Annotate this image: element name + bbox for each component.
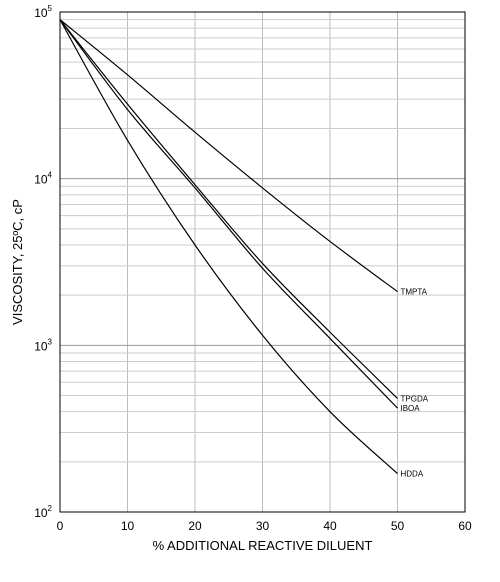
series-line-iboa	[59, 19, 398, 409]
x-tick-label: 0	[57, 519, 64, 533]
series-label-tmpta: TMPTA	[401, 288, 428, 297]
x-tick-label: 20	[188, 519, 202, 533]
series-label-tpgda: TPGDA	[401, 394, 429, 403]
series-line-tmpta	[59, 19, 398, 293]
x-tick-label: 10	[121, 519, 135, 533]
x-tick-labels: 0 10 20 30 40 50 60	[57, 519, 472, 533]
series-label-iboa: IBOA	[401, 404, 421, 413]
y-axis-label: VISCOSITY, 25ºC, cP	[10, 199, 25, 325]
y-tick-label: 105	[34, 4, 52, 20]
x-tick-label: 50	[391, 519, 405, 533]
x-axis-label: % ADDITIONAL REACTIVE DILUENT	[153, 538, 373, 553]
y-tick-label: 103	[34, 337, 52, 353]
x-tick-label: 60	[458, 519, 472, 533]
y-tick-label: 102	[34, 504, 52, 520]
grid	[60, 12, 465, 512]
series-line-hdda	[59, 19, 398, 475]
series-label-hdda: HDDA	[401, 470, 424, 479]
plot-frame	[59, 11, 466, 513]
x-tick-label: 30	[256, 519, 270, 533]
series-line-tpgda	[59, 19, 398, 399]
y-tick-label: 104	[34, 171, 52, 187]
x-tick-label: 40	[323, 519, 337, 533]
y-tick-labels: 105 104 103 102	[34, 4, 52, 520]
